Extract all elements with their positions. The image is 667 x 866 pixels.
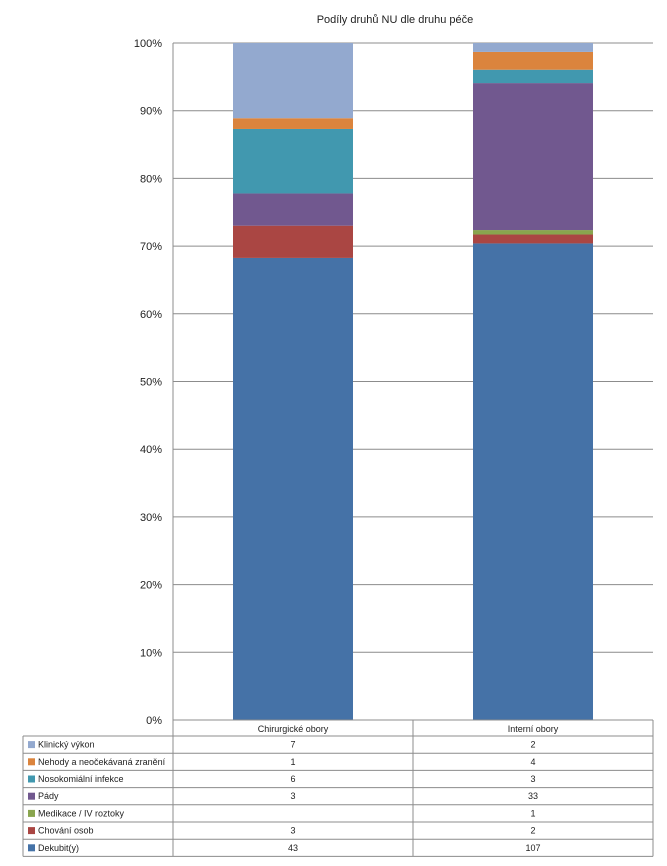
chart-title: Podíly druhů NU dle druhu péče [317,14,474,26]
bar-segment [473,230,593,235]
table-cell-value: 33 [528,791,538,801]
bar-segment [233,193,353,226]
y-tick-label: 0% [146,715,162,727]
legend-swatch [28,827,35,835]
bar-segment [473,69,593,84]
table-cell-value: 7 [290,740,295,750]
legend-label: Dekubit(y) [38,843,79,853]
legend-label: Nosokomiální infekce [38,774,124,784]
y-tick-label: 100% [134,38,162,50]
table-cell-value: 107 [525,843,540,853]
y-tick-label: 10% [140,647,162,659]
table-cell-value: 4 [530,757,535,767]
table-cell-value: 3 [530,774,535,784]
bar-segment [473,234,593,244]
y-tick-label: 60% [140,309,162,321]
y-tick-label: 50% [140,377,162,389]
table-cell-value: 3 [290,826,295,836]
legend-label: Medikace / IV roztoky [38,808,125,818]
category-label: Chirurgické obory [258,724,329,734]
legend-label: Chování osob [38,826,94,836]
y-tick-label: 80% [140,173,162,185]
y-tick-label: 70% [140,241,162,253]
y-tick-label: 20% [140,580,162,592]
y-tick-label: 90% [140,106,162,118]
table-cell-value: 43 [288,843,298,853]
legend-swatch [28,792,35,800]
bar-segment [233,225,353,258]
table-cell-value: 1 [290,757,295,767]
legend-label: Pády [38,791,59,801]
bar-segment [233,118,353,129]
y-tick-label: 40% [140,444,162,456]
bars [233,43,593,721]
legend-swatch [28,844,35,852]
table-cell-value: 2 [530,826,535,836]
table-cell-value: 6 [290,774,295,784]
bar-segment [233,43,353,119]
legend-label: Nehody a neočekávaná zranění [38,757,166,767]
bar-segment [233,128,353,194]
y-axis: 0% 10% 20% 30% 40% 50% 60% 70% 80% 90% 100% [134,38,654,727]
legend-swatch [28,809,35,817]
bar-segment [233,257,353,720]
legend-swatch [28,741,35,749]
y-tick-label: 30% [140,512,162,524]
data-table: Chirurgické obory Interní obory Klinický v… [22,719,654,857]
bar-segment [473,43,593,52]
category-label: Interní obory [508,724,559,734]
table-cell-value: 3 [290,791,295,801]
bar-segment [473,243,593,721]
table-cell-value: 1 [530,808,535,818]
legend-swatch [28,758,35,766]
bar-segment [473,51,593,70]
legend-swatch [28,775,35,783]
bar-segment [473,83,593,231]
table-cell-value: 2 [530,740,535,750]
legend-label: Klinický výkon [38,740,95,750]
